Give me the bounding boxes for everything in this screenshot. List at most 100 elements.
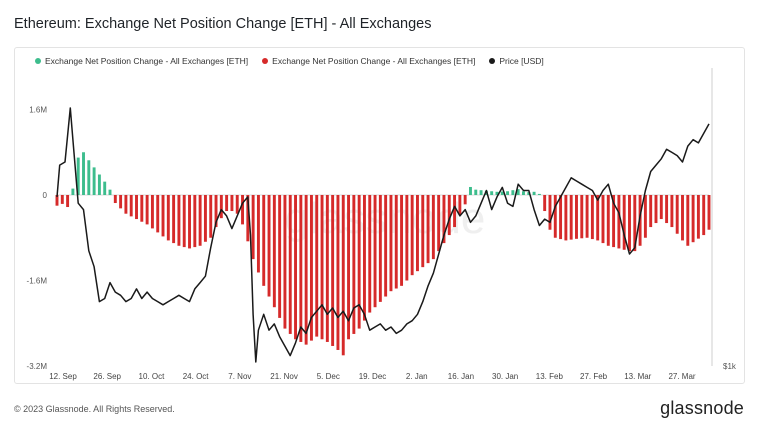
outflow-bar <box>421 195 425 268</box>
outflow-bar <box>575 195 578 239</box>
outflow-bar <box>140 195 144 222</box>
outflow-bar <box>150 195 154 229</box>
inflow-bar <box>479 190 483 195</box>
outflow-bar <box>410 195 414 276</box>
outflow-bar <box>113 195 117 204</box>
inflow-bar <box>495 191 499 195</box>
outflow-bar <box>203 195 207 242</box>
outflow-bar <box>172 195 176 244</box>
inflow-bar <box>522 191 525 195</box>
inflow-bar <box>92 167 96 195</box>
outflow-bar <box>543 195 547 212</box>
page-title: Ethereum: Exchange Net Position Change [… <box>14 16 432 32</box>
y-tick-label: 1.6M <box>29 106 47 115</box>
x-tick-label: 12. Sep <box>49 372 77 381</box>
outflow-bar <box>564 195 568 241</box>
outflow-bar <box>590 195 594 240</box>
outflow-bar <box>601 195 605 244</box>
x-tick-label: 13. Feb <box>536 372 564 381</box>
outflow-bar <box>447 195 451 236</box>
outflow-bar <box>198 195 202 246</box>
outflow-bar <box>405 195 409 281</box>
x-tick-label: 13. Mar <box>624 372 651 381</box>
inflow-bar <box>506 191 510 195</box>
outflow-bar <box>315 195 319 337</box>
inflow-bar <box>527 192 531 195</box>
inflow-bar <box>511 190 515 195</box>
outflow-bar <box>659 195 663 220</box>
inflow-bar <box>532 191 536 195</box>
outflow-bar <box>665 195 669 224</box>
outflow-bar <box>649 195 653 228</box>
outflow-bar <box>177 195 181 246</box>
legend-item-price[interactable]: Price [USD] <box>489 56 544 66</box>
outflow-bar <box>378 195 382 302</box>
inflow-bar <box>469 186 472 195</box>
outflow-bar <box>135 195 138 220</box>
outflow-bar <box>209 195 213 238</box>
outflow-bar <box>628 195 631 252</box>
outflow-bar <box>442 195 446 244</box>
y-tick-label: -3.2M <box>27 362 48 371</box>
x-tick-label: 7. Nov <box>228 372 251 381</box>
outflow-bar <box>288 195 292 334</box>
x-tick-label: 19. Dec <box>359 372 387 381</box>
outflow-bar <box>368 195 372 313</box>
chart-panel: Exchange Net Position Change - All Excha… <box>14 47 745 384</box>
outflow-bar <box>559 195 563 240</box>
outflow-bar <box>193 195 197 248</box>
inflow-bar <box>76 157 80 195</box>
outflow-bar <box>463 195 467 205</box>
x-tick-label: 2. Jan <box>406 372 428 381</box>
outflow-bar <box>384 195 388 297</box>
x-tick-label: 16. Jan <box>448 372 474 381</box>
outflow-bar <box>617 195 621 249</box>
x-tick-label: 27. Feb <box>580 372 608 381</box>
outflow-bar <box>400 195 404 286</box>
outflow-bar <box>675 195 679 234</box>
outflow-bar <box>182 195 186 248</box>
outflow-bar <box>569 195 573 240</box>
outflow-bar <box>696 195 700 239</box>
inflow-bar <box>490 191 494 195</box>
outflow-bar <box>304 195 308 345</box>
outflow-bar <box>606 195 610 246</box>
outflow-bar <box>267 195 271 297</box>
outflow-bar <box>294 195 297 340</box>
x-tick-label: 27. Mar <box>668 372 695 381</box>
inflow-bar <box>500 191 504 195</box>
outflow-bar <box>320 195 324 340</box>
outflow-bar <box>219 195 223 219</box>
outflow-bar <box>681 195 684 241</box>
outflow-bar <box>145 195 149 225</box>
outflow-bar <box>124 195 128 214</box>
outflow-bar <box>362 195 366 321</box>
legend-item-outflow[interactable]: Exchange Net Position Change - All Excha… <box>262 56 475 66</box>
legend-label: Exchange Net Position Change - All Excha… <box>272 56 476 66</box>
inflow-bar <box>87 160 91 195</box>
legend-black-dot-icon <box>489 58 496 64</box>
outflow-bar <box>394 195 398 289</box>
outflow-bar <box>707 195 711 230</box>
outflow-bar <box>241 195 244 225</box>
x-tick-label: 5. Dec <box>317 372 340 381</box>
legend-item-inflow[interactable]: Exchange Net Position Change - All Excha… <box>35 56 248 66</box>
outflow-bar <box>686 195 690 246</box>
outflow-bar <box>299 195 303 342</box>
outflow-bar <box>309 195 313 341</box>
outflow-bar <box>548 195 552 230</box>
outflow-bar <box>553 195 557 238</box>
outflow-bar <box>331 195 335 346</box>
outflow-bar <box>426 195 430 264</box>
inflow-bar <box>71 188 75 195</box>
x-tick-label: 24. Oct <box>183 372 210 381</box>
brand-logo: glassnode <box>660 398 744 418</box>
outflow-bar <box>670 195 674 228</box>
outflow-bar <box>622 195 626 250</box>
outflow-bar <box>373 195 377 308</box>
x-tick-label: 10. Oct <box>139 372 166 381</box>
price-line <box>56 107 710 363</box>
inflow-bar <box>537 193 541 195</box>
outflow-bar <box>129 195 133 217</box>
